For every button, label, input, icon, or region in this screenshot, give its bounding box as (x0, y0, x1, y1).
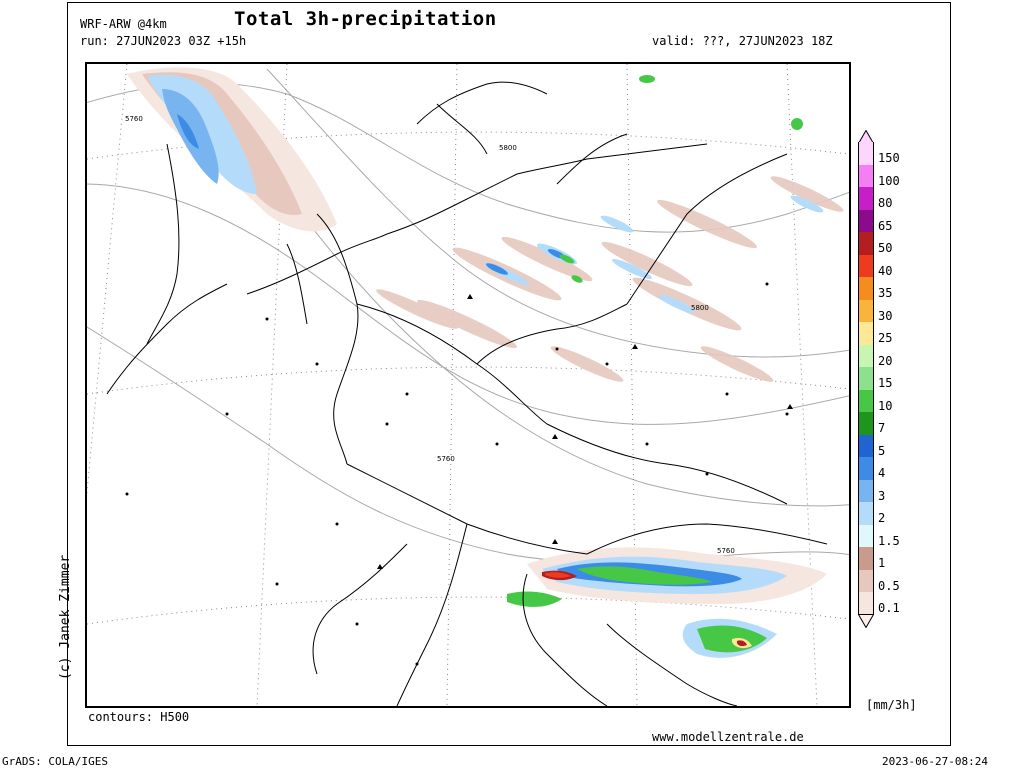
legend-swatch (858, 209, 874, 232)
legend-swatch (858, 187, 874, 210)
model-label: WRF-ARW @4km (80, 17, 167, 31)
legend-swatch (858, 547, 874, 570)
contour-label: 5760 (125, 115, 143, 123)
legend-swatch (858, 502, 874, 525)
legend-label: 0.5 (878, 578, 900, 593)
precipitation-map: 5760 5800 5800 5760 5760 (85, 62, 851, 708)
legend-swatch (858, 232, 874, 255)
contour-label: 5800 (499, 144, 517, 152)
legend-label: 50 (878, 241, 893, 255)
legend-label: 5 (878, 443, 886, 458)
contour-label: 5760 (437, 455, 455, 463)
contour-label: 5760 (717, 547, 735, 555)
mountain-markers (377, 294, 793, 569)
timestamp: 2023-06-27-08:24 (882, 755, 988, 768)
legend-swatch (858, 434, 874, 457)
legend-label: 3 (878, 488, 886, 503)
legend-label: 15 (878, 376, 893, 390)
credit-label: (c) Janek Zimmer (58, 554, 73, 680)
legend-label: 30 (878, 308, 893, 323)
grads-credit: GrADS: COLA/IGES (2, 755, 108, 768)
legend-swatch (858, 322, 874, 345)
legend-swatch (858, 412, 874, 435)
contour-label: 5800 (691, 304, 709, 312)
plot-frame (67, 2, 951, 746)
legend-swatch (858, 479, 874, 502)
legend-swatch (858, 164, 874, 187)
legend-label: 65 (878, 218, 893, 233)
legend-swatch (858, 524, 874, 547)
chart-title: Total 3h-precipitation (234, 8, 497, 30)
legend-label: 20 (878, 353, 893, 368)
legend-swatch (858, 344, 874, 367)
legend-label: 80 (878, 196, 893, 210)
legend-label: 10 (878, 398, 893, 413)
legend-label: 2 (878, 511, 886, 525)
legend-swatch (858, 142, 874, 165)
legend-label: 1 (878, 556, 886, 570)
legend-swatch (858, 457, 874, 480)
coastlines (106, 103, 738, 706)
h500-contours (87, 68, 849, 563)
legend-label: 35 (878, 286, 893, 300)
legend-swatch (858, 569, 874, 592)
unit-label: [mm/3h] (866, 698, 917, 712)
legend-swatch (858, 592, 874, 615)
legend-swatch (858, 277, 874, 300)
legend-swatch (858, 389, 874, 412)
precipitation-field (127, 67, 844, 658)
legend-label: 100 (878, 173, 900, 188)
legend-label: 0.1 (878, 601, 900, 615)
legend-label: 25 (878, 331, 893, 345)
colorbar-bottom-arrow (858, 613, 874, 628)
website-label: www.modellzentrale.de (652, 730, 804, 744)
legend-label: 40 (878, 263, 893, 278)
city-markers (125, 282, 789, 666)
legend-label: 1.5 (878, 533, 900, 548)
legend-label: 150 (878, 151, 900, 165)
run-label: run: 27JUN2023 03Z +15h (80, 34, 247, 48)
legend-swatch (858, 254, 874, 277)
legend-label: 7 (878, 421, 886, 435)
legend-label: 4 (878, 466, 886, 480)
contours-label: contours: H500 (88, 710, 190, 724)
country-borders (286, 81, 828, 706)
legend-swatch (858, 299, 874, 322)
map-svg: 5760 5800 5800 5760 5760 (87, 64, 849, 706)
legend-swatch (858, 367, 874, 390)
valid-label: valid: ???, 27JUN2023 18Z (652, 34, 833, 48)
